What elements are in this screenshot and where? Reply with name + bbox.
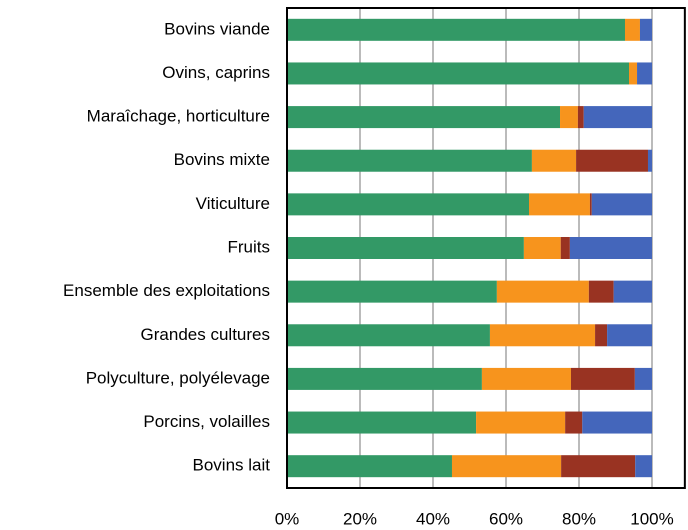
y-tick-label: Porcins, volailles (143, 412, 270, 431)
bar-segment (639, 18, 652, 41)
x-tick-label: 0% (275, 509, 300, 528)
bar-segment (528, 193, 590, 216)
bar-segment (595, 324, 608, 347)
bar-segment (287, 280, 497, 303)
bar-segment (569, 237, 652, 259)
bar-segment (637, 62, 652, 85)
bar-segment (588, 280, 614, 303)
bar-segment (287, 18, 625, 41)
plot-frame (286, 7, 686, 489)
bar-segment (647, 149, 652, 172)
x-tick-label: 80% (562, 509, 596, 528)
bar-segment (607, 324, 652, 347)
bar-segment (523, 237, 561, 259)
y-tick-label: Viticulture (196, 194, 270, 213)
y-tick-label: Fruits (228, 237, 271, 256)
y-tick-label: Polyculture, polyélevage (86, 368, 270, 387)
bar-segment (287, 455, 452, 478)
bar-segment (287, 193, 529, 216)
bar-segment (287, 367, 482, 390)
x-tick-label: 100% (630, 509, 673, 528)
bar-segment (591, 193, 652, 216)
y-tick-label: Maraîchage, horticulture (87, 107, 270, 126)
bar-segment (577, 106, 584, 129)
bar-segment (287, 106, 561, 129)
bar-segment (489, 324, 596, 347)
bar-segment (476, 411, 566, 434)
y-tick-label: Ensemble des exploitations (63, 281, 270, 300)
bar-segment (287, 62, 630, 85)
bar-segment (287, 237, 524, 259)
bar-segment (582, 411, 652, 434)
bar-segment (481, 367, 571, 390)
y-tick-label: Grandes cultures (141, 325, 270, 344)
bar-segment (287, 411, 477, 434)
bar-segment (624, 18, 640, 41)
x-tick-label: 40% (416, 509, 450, 528)
bar-segment (560, 237, 570, 259)
y-tick-label: Bovins lait (193, 456, 271, 475)
bar-segment (613, 280, 652, 303)
x-tick-label: 20% (343, 509, 377, 528)
y-tick-label: Bovins viande (164, 19, 270, 38)
y-tick-label: Bovins mixte (174, 150, 270, 169)
bar-segment (496, 280, 589, 303)
bar-segment (560, 106, 578, 129)
bar-segment (287, 149, 532, 172)
bar-segment (287, 324, 490, 347)
bar-segment (583, 106, 652, 129)
bar-segment (629, 62, 638, 85)
bar-segment (565, 411, 583, 434)
bar-segment (576, 149, 648, 172)
bar-segment (635, 455, 652, 478)
bar-segment (561, 455, 636, 478)
bar-segment (451, 455, 562, 478)
bar-segment (634, 367, 652, 390)
bar-segment (570, 367, 635, 390)
bar-segment (589, 193, 592, 216)
x-tick-label: 60% (489, 509, 523, 528)
bar-segment (531, 149, 577, 172)
y-tick-label: Ovins, caprins (162, 63, 270, 82)
